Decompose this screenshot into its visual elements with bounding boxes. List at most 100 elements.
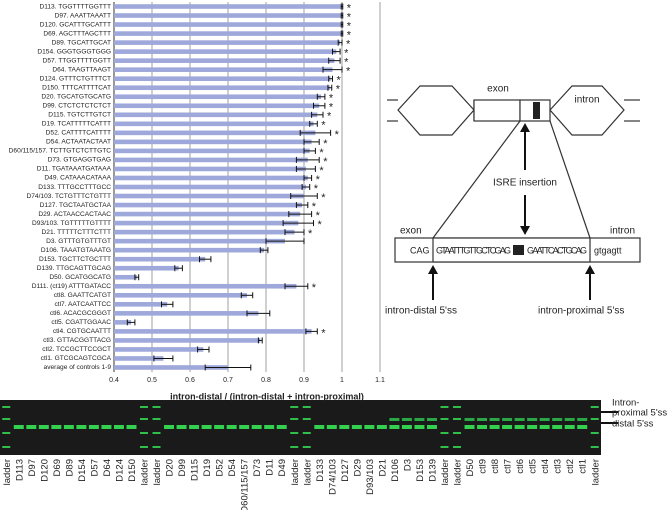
bar	[114, 320, 132, 325]
sequence: CAG	[410, 245, 430, 255]
y-tick-label: D124. GTTTCTGTTTCT	[40, 75, 111, 82]
significance: *	[346, 39, 351, 51]
y-tick-label: D115. TGTCTTGTCT	[48, 112, 111, 119]
significance: *	[312, 201, 317, 213]
y-tick-label: D73. GTGAGGTGAG	[48, 157, 111, 164]
lane-label: D11	[265, 459, 276, 476]
ladder-band	[2, 446, 11, 448]
bar	[114, 175, 308, 181]
lane-label: D73	[252, 459, 263, 476]
error-bar	[305, 328, 318, 335]
significance: *	[347, 29, 352, 41]
error-bar	[340, 30, 344, 37]
bar	[114, 31, 342, 36]
gel-band	[414, 418, 425, 421]
gel-band-label: Intron-	[612, 398, 639, 409]
gel-band	[564, 418, 575, 421]
ladder-band	[2, 406, 11, 408]
ladder-band	[152, 418, 161, 420]
error-bar	[284, 283, 309, 290]
significance: *	[316, 174, 321, 186]
gel-band	[464, 425, 475, 429]
gel-band	[101, 425, 112, 429]
lane-label: D154	[77, 459, 88, 482]
bar	[114, 4, 342, 9]
bar	[114, 139, 312, 145]
bar	[114, 13, 342, 18]
error-bar	[290, 193, 318, 200]
lane-label: ladder	[590, 459, 601, 485]
x-tick-label: 0.4	[109, 377, 119, 384]
bar	[114, 283, 297, 289]
significance: *	[347, 2, 352, 14]
gel-band	[376, 425, 387, 429]
gel-band	[426, 418, 437, 421]
bar	[114, 220, 299, 226]
y-tick-label: D60/115/157. TCTTGTCTCTTGTC	[9, 148, 112, 155]
lane-label: ctl3	[553, 459, 564, 474]
gel-band	[552, 425, 563, 429]
y-tick-label: D74/103. TCTGTTTCTGTTT	[26, 193, 111, 200]
y-tick-label: ctl7. AATCAATTCC	[54, 301, 111, 308]
lane-label: ladder	[152, 459, 163, 485]
gel-band	[226, 425, 237, 429]
lane-label: ctl1	[578, 459, 589, 474]
ladder-band	[139, 418, 148, 420]
gel-band	[189, 425, 200, 429]
error-bar	[161, 301, 174, 308]
y-tick-label: D89. TGCATTGCAT	[52, 39, 111, 46]
gel-band	[577, 425, 588, 429]
bar	[114, 211, 301, 217]
gel-band	[502, 425, 513, 429]
y-tick-label: D19. TCATTTTTCATTT	[42, 121, 111, 128]
lane-label: D99	[177, 459, 188, 476]
lane-label: D54	[227, 459, 238, 476]
error-bar	[340, 3, 344, 10]
ladder-band	[290, 418, 299, 420]
y-tick-label: ctl3. GTTACGGTTACG	[43, 337, 111, 344]
bar	[114, 67, 333, 72]
ladder-band	[139, 446, 148, 448]
significance: *	[321, 327, 326, 339]
bar	[114, 365, 228, 370]
ladder-band	[440, 432, 449, 434]
bar	[114, 22, 342, 27]
gel-band	[514, 418, 525, 421]
lane-label: D69	[52, 459, 63, 476]
significance: *	[321, 120, 326, 132]
ladder-band	[453, 406, 462, 408]
lane-label: D57	[89, 459, 100, 476]
bar	[114, 247, 265, 253]
error-bar	[295, 165, 316, 172]
gel-band	[38, 425, 49, 429]
y-tick-label: D64. TAAGTTAAGT	[52, 66, 111, 73]
gel-band	[477, 425, 488, 429]
lane-label: D52	[215, 459, 226, 476]
lane-label: D115	[190, 459, 201, 481]
lane-label: D106	[390, 459, 401, 482]
y-tick-label: D11. TGATAAATGATAAA	[37, 166, 112, 173]
ladder-band	[440, 446, 449, 448]
gel-band	[577, 418, 588, 421]
exon-label: exon	[400, 226, 422, 237]
ladder-band	[152, 432, 161, 434]
gel-band	[426, 425, 437, 429]
lane-label: ladder	[290, 459, 301, 485]
lane-label: D49	[277, 459, 288, 476]
error-bar	[322, 66, 343, 73]
significance: *	[347, 11, 352, 23]
error-bar	[301, 184, 311, 190]
error-bar	[303, 174, 313, 181]
gel-band	[326, 425, 337, 429]
y-tick-label: ctl4. CGTGCAATTT	[53, 328, 111, 335]
sequence: gtgagtt	[594, 245, 622, 255]
bar	[114, 302, 168, 307]
x-tick-label: 0.9	[299, 377, 309, 384]
error-bar	[246, 310, 271, 317]
significance: *	[323, 138, 328, 150]
lane-label: D150	[127, 459, 138, 482]
error-bar	[337, 39, 343, 46]
significance: *	[327, 111, 332, 123]
bar	[114, 166, 306, 172]
gel-band	[76, 425, 87, 429]
